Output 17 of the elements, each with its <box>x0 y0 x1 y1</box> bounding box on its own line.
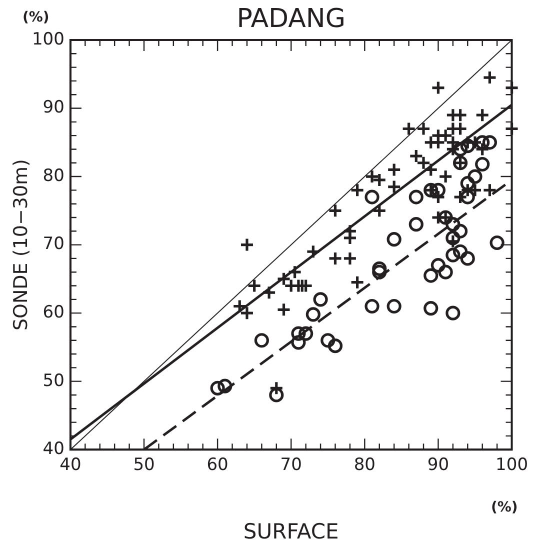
x-tick-label: 60 <box>206 455 228 476</box>
y-tick-label: 80 <box>42 166 64 186</box>
text: (%) <box>22 10 50 26</box>
x-tick-label: 80 <box>354 455 376 476</box>
x-tick-label: 100 <box>496 455 528 476</box>
text: (%) <box>490 500 518 516</box>
y-tick-label: 90 <box>42 98 64 118</box>
y-tick-label: 50 <box>42 370 64 391</box>
chart-title: PADANG <box>236 4 346 34</box>
y-axis-title: SONDE (10−30m) <box>10 159 32 331</box>
x-axis-title: SURFACE <box>243 519 339 544</box>
y-tick-label: 70 <box>42 234 64 254</box>
x-tick-label: 70 <box>280 455 302 476</box>
y-tick-label: 60 <box>42 302 64 322</box>
x-tick-label: 90 <box>427 455 450 476</box>
x-tick-label: 50 <box>133 455 155 476</box>
y-tick-label: 100 <box>32 29 64 50</box>
